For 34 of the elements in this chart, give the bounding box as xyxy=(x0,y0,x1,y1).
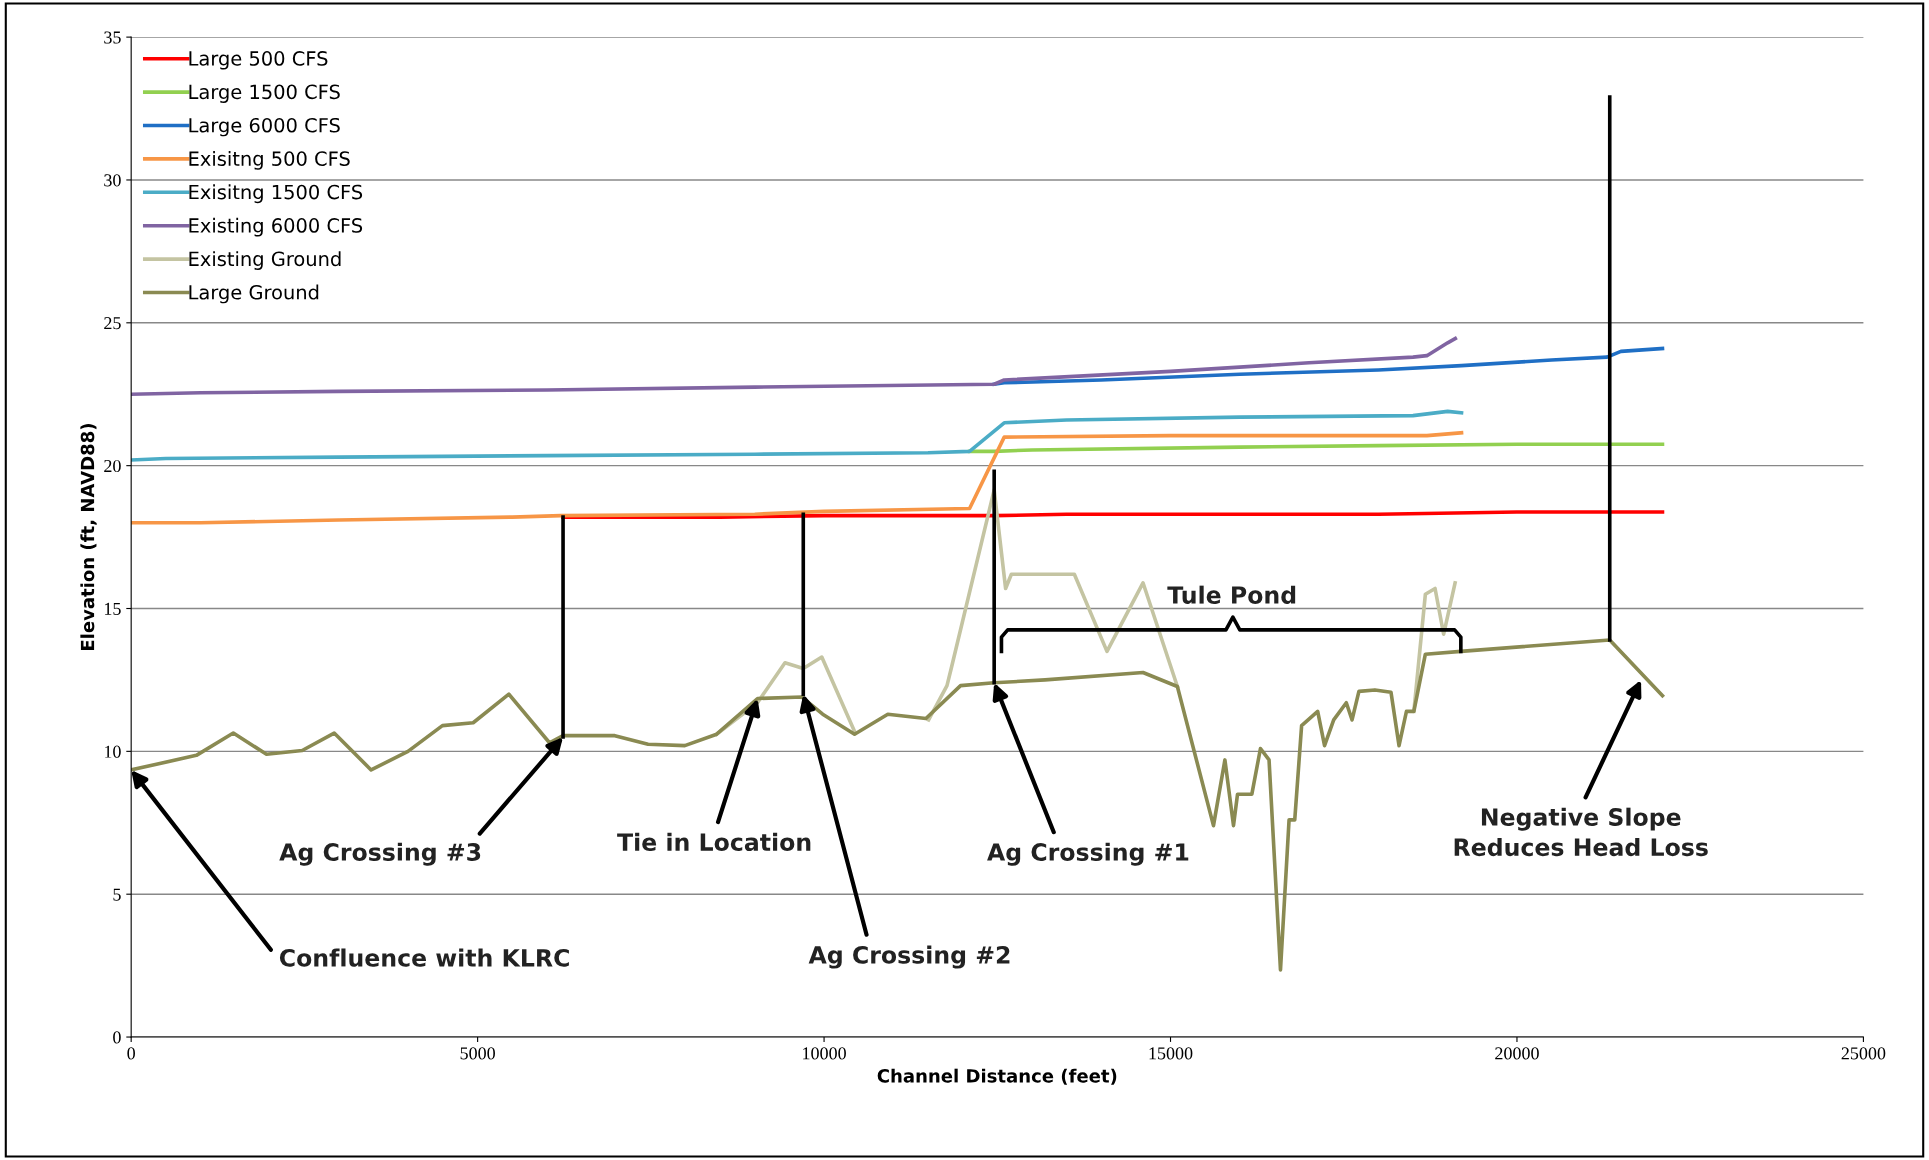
y-tick-label: 30 xyxy=(104,174,121,187)
x-axis-title: Channel Distance (feet) xyxy=(877,1068,1117,1085)
y-tick-label: 35 xyxy=(104,31,121,44)
y-tick-label: 15 xyxy=(104,602,121,615)
legend-label: Large 500 CFS xyxy=(189,51,328,70)
legend-label: Large Ground xyxy=(189,284,319,304)
legend-label: Exisitng 500 CFS xyxy=(189,150,350,170)
annotation: Tie in Location xyxy=(617,832,811,852)
legend-label: Large 1500 CFS xyxy=(189,84,340,103)
legend-label: Existing Ground xyxy=(189,251,341,270)
legend-label: Large 6000 CFS xyxy=(189,117,340,137)
x-tick-label: 5000 xyxy=(460,1047,495,1060)
x-tick-label: 10000 xyxy=(803,1047,846,1060)
annotation: Ag Crossing #2 xyxy=(808,945,1010,969)
annotation: Ag Crossing #1 xyxy=(987,842,1189,866)
y-tick-label: 0 xyxy=(113,1031,121,1044)
annotation: Negative Slope Reduces Head Loss xyxy=(1454,807,1708,857)
legend-label: Exisitng 1500 CFS xyxy=(189,184,363,204)
line-series xyxy=(131,430,1464,525)
x-tick-label: 15000 xyxy=(1149,1047,1193,1060)
legend-label: Existing 6000 CFS xyxy=(189,217,363,237)
y-tick-label: 20 xyxy=(104,459,121,473)
y-tick-label: 25 xyxy=(104,317,121,330)
y-axis-title: Elevation (ft, NAVD88) xyxy=(80,424,97,651)
x-tick-label: 20000 xyxy=(1495,1047,1539,1060)
line-series xyxy=(131,336,1458,397)
annotation: Ag Crossing #3 xyxy=(279,842,481,866)
annotation: Confluence with KLRC xyxy=(279,948,569,967)
y-tick-label: 5 xyxy=(113,888,121,901)
y-tick-label: 10 xyxy=(104,745,121,758)
x-tick-label: 25000 xyxy=(1841,1047,1886,1060)
annotation: Tule Pond xyxy=(1167,585,1296,604)
line-series xyxy=(131,409,1464,462)
x-tick-label: 0 xyxy=(127,1047,135,1060)
